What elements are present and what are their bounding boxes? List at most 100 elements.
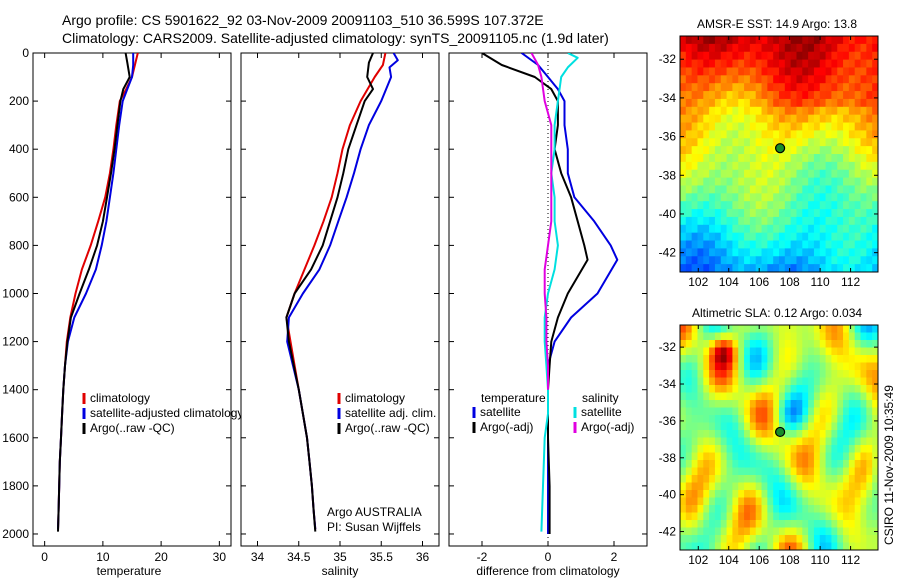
map-cell: [802, 216, 809, 226]
depth-tick-label: 1200: [2, 335, 29, 349]
map-cell: [680, 467, 687, 476]
map-cell: [790, 83, 797, 92]
map-cell: [843, 224, 850, 234]
map-cell: [790, 437, 797, 446]
map-cell: [790, 535, 797, 543]
map-cell: [773, 83, 780, 92]
difference-series-line: [530, 53, 553, 390]
map-cell: [680, 452, 687, 461]
map-cell: [720, 169, 727, 178]
map-cell: [714, 240, 722, 249]
map-cell: [837, 467, 844, 476]
map-cell: [831, 264, 838, 273]
map-cell: [744, 325, 751, 333]
map-cell: [831, 248, 838, 257]
map-cell: [709, 370, 716, 378]
map-cell: [796, 355, 803, 363]
map-cell: [697, 535, 704, 543]
map-cell: [802, 452, 809, 461]
map-cell: [808, 216, 815, 226]
map-cell: [714, 400, 722, 408]
map-cell: [831, 114, 838, 123]
map-cell: [738, 542, 745, 551]
map-cell: [720, 98, 727, 108]
map-cell: [837, 91, 844, 100]
map-cell: [714, 535, 722, 543]
map-cell: [726, 362, 733, 371]
map-cell: [790, 51, 797, 60]
map-cell: [825, 475, 832, 483]
map-cell: [691, 240, 698, 249]
map-cell: [755, 355, 762, 363]
map-cell: [843, 422, 850, 431]
map-cell: [761, 445, 768, 453]
map-cell: [866, 264, 873, 273]
map-cell: [819, 161, 826, 171]
map-cell: [714, 232, 722, 241]
map-cell: [819, 355, 826, 363]
map-cell: [720, 542, 727, 551]
map-cell: [755, 452, 762, 461]
map-cell: [749, 490, 757, 498]
map-cell: [680, 422, 687, 431]
map-cell: [714, 264, 722, 273]
map-cell: [860, 542, 867, 551]
map-cell: [784, 535, 792, 543]
map-xtick-label: 102: [688, 553, 708, 567]
map-cell: [720, 256, 727, 265]
map-cell: [802, 512, 809, 521]
map-cell: [866, 392, 873, 401]
map-cell: [837, 385, 844, 393]
map-cell: [732, 542, 739, 551]
map-cell: [848, 482, 856, 491]
map-cell: [726, 146, 733, 155]
map-cell: [866, 169, 873, 178]
map-cell: [680, 193, 687, 202]
map-cell: [808, 138, 815, 147]
map-cell: [749, 216, 757, 226]
map-cell: [860, 452, 867, 461]
map-cell: [860, 347, 867, 356]
map-cell: [738, 114, 745, 123]
map-cell: [755, 154, 762, 163]
map-cell: [819, 392, 826, 401]
map-cell: [755, 201, 762, 210]
map-xtick-label: 104: [719, 275, 739, 289]
depth-tick-label: 800: [9, 238, 29, 252]
map-cell: [790, 355, 797, 363]
map-cell: [738, 232, 745, 241]
map-cell: [767, 505, 774, 513]
map-cell: [825, 362, 832, 371]
map-cell: [802, 177, 809, 186]
map-cell: [732, 98, 739, 108]
map-cell: [860, 505, 867, 513]
map-cell: [720, 114, 727, 123]
map-cell: [825, 445, 832, 453]
map-cell: [761, 385, 768, 393]
map-cell: [755, 36, 762, 45]
map-cell: [813, 177, 821, 186]
map-cell: [831, 385, 838, 393]
map-cell: [866, 146, 873, 155]
map-cell: [726, 422, 733, 431]
map-cell: [767, 482, 774, 491]
map-cell: [784, 512, 792, 521]
map-cell: [813, 209, 821, 218]
map-cell: [784, 138, 792, 147]
map-cell: [808, 75, 815, 84]
map-cell: [685, 51, 693, 60]
map-cell: [761, 542, 768, 551]
map-cell: [808, 467, 815, 476]
map-cell: [872, 154, 879, 163]
map-cell: [732, 535, 739, 543]
map-cell: [808, 169, 815, 178]
map-cell: [796, 83, 803, 92]
map-cell: [697, 407, 704, 416]
map-cell: [749, 535, 757, 543]
map-cell: [825, 185, 832, 194]
map-cell: [749, 154, 757, 163]
map-cell: [808, 497, 815, 506]
map-cell: [691, 264, 698, 273]
map-cell: [755, 67, 762, 76]
map-cell: [680, 36, 687, 45]
